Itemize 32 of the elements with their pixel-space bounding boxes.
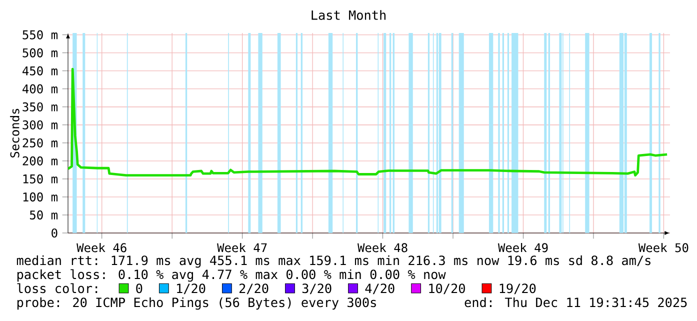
line-series <box>68 68 668 177</box>
y-tick-label: 500 m <box>22 48 58 58</box>
y-axis-title: Seconds <box>10 108 20 158</box>
legend-label: 3/20 <box>302 284 332 294</box>
y-tick-label: 0 <box>52 228 58 238</box>
x-tick-label: Week 50 <box>638 242 688 252</box>
legend-label: 1/20 <box>177 284 206 294</box>
y-tick-label: 450 m <box>22 66 58 76</box>
y-tick-label: 200 m <box>22 156 58 166</box>
x-tick-label: Week 46 <box>76 242 126 252</box>
legend-title: loss color: <box>17 283 98 294</box>
text: packet loss: 0.10 % avg 4.77 % max 0.00 % min 0.00 % now <box>17 269 446 282</box>
text: probe: 20 ICMP Echo Pings (56 Bytes) every 300s <box>17 297 376 310</box>
x-tick-label: Week 47 <box>217 242 267 252</box>
legend-label: 10/20 <box>429 284 465 294</box>
x-tick-label: Week 49 <box>498 242 548 252</box>
y-tick-label: 550 m <box>22 30 58 40</box>
chart-title: Last Month <box>312 10 386 20</box>
legend-label: 0 <box>136 284 142 294</box>
legend-label: 2/20 <box>239 284 268 294</box>
y-tick-label: 400 m <box>22 84 58 94</box>
y-tick-label: 250 m <box>22 138 58 148</box>
x-tick-label: Week 48 <box>357 242 408 252</box>
legend-label: 19/20 <box>500 284 536 294</box>
y-tick-label: 50 m <box>30 210 58 220</box>
text: end: Thu Dec 11 19:31:45 2025 <box>464 297 687 308</box>
y-tick-label: 100 m <box>23 192 58 202</box>
legend-label: 4/20 <box>365 284 394 294</box>
y-tick-label: 300 m <box>22 120 58 130</box>
text: median rtt: 171.9 ms avg 455.1 ms max 159.1 ms min 216.3 ms now 19.6 ms sd 8.8 am/s <box>16 255 650 268</box>
y-tick-label: 350 m <box>22 102 58 112</box>
y-tick-label: 150 m <box>23 174 58 184</box>
